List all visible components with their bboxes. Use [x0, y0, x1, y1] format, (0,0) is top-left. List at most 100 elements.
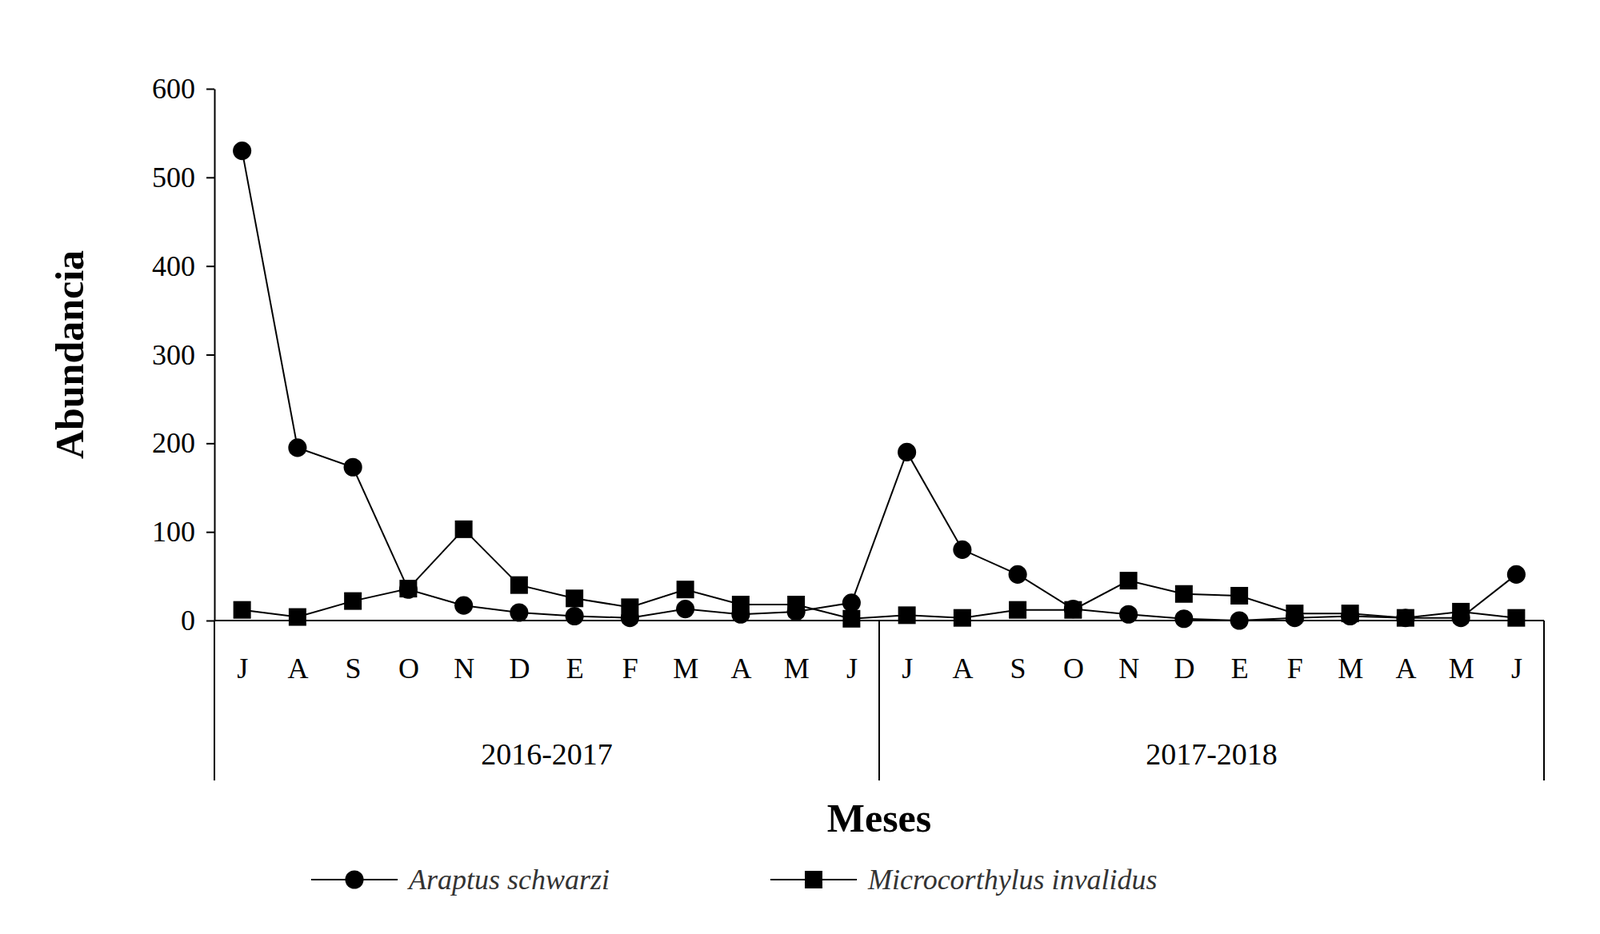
y-tick: 400 [152, 250, 215, 283]
data-point [344, 458, 363, 477]
series [233, 520, 1526, 628]
x-tick-label: D [1173, 652, 1195, 685]
y-axis: 0100200300400500600 [152, 72, 216, 637]
x-axis-title: Meses [827, 796, 932, 841]
x-tick-label: N [1118, 652, 1140, 685]
x-tick: A [287, 652, 308, 685]
group-separator [878, 620, 880, 781]
y-tick-label: 600 [152, 72, 196, 105]
data-point [1452, 603, 1470, 621]
data-point [898, 606, 916, 624]
x-tick: M [1448, 652, 1475, 685]
x-tick-label: A [1395, 652, 1416, 685]
plot-area [232, 141, 1526, 631]
x-tick-label: F [622, 652, 639, 685]
data-point [1285, 604, 1304, 623]
legend: Araptus schwarzi Microcorthylus invalidus [311, 864, 1158, 896]
y-axis-title: Abundancia [47, 250, 92, 460]
legend-label: Microcorthylus invalidus [867, 864, 1158, 896]
group-separator [213, 620, 216, 781]
group-label: 2017-2018 [1145, 737, 1278, 772]
data-point [842, 593, 861, 612]
data-point [1230, 611, 1249, 630]
x-tick-label: A [287, 652, 308, 685]
x-tick: O [1063, 652, 1084, 685]
data-point [1008, 601, 1027, 620]
data-point [565, 607, 584, 626]
x-tick: J [1511, 652, 1523, 685]
data-point [232, 141, 252, 160]
x-tick-label: J [901, 652, 913, 685]
data-point [565, 589, 584, 608]
x-tick: N [1118, 652, 1140, 685]
x-tick-label: J [1511, 652, 1523, 685]
data-point [732, 596, 750, 614]
data-point [344, 592, 362, 611]
data-point [1507, 609, 1525, 628]
data-point [1064, 600, 1083, 619]
x-tick: M [784, 652, 810, 685]
data-point [399, 580, 417, 598]
y-tick-mark [206, 265, 215, 268]
data-point [952, 540, 972, 560]
group-labels: 2016-2017 2017-2018 [480, 737, 1278, 772]
data-point [510, 576, 528, 595]
y-tick: 500 [152, 161, 215, 194]
x-tick: F [1287, 652, 1304, 685]
y-tick: 300 [152, 339, 215, 372]
x-tick-label: J [846, 652, 858, 685]
y-tick-label: 200 [152, 427, 196, 460]
data-point [1230, 587, 1248, 605]
data-point [620, 598, 639, 616]
data-point [288, 608, 307, 627]
y-tick: 0 [180, 604, 215, 637]
legend-label: Araptus schwarzi [407, 864, 610, 896]
y-tick-label: 500 [152, 161, 196, 194]
data-point [1396, 609, 1415, 628]
x-tick-label: E [1231, 652, 1249, 685]
group-label: 2016-2017 [480, 737, 613, 772]
x-tick: J [236, 652, 248, 685]
data-point [399, 580, 418, 600]
legend-marker [804, 871, 823, 889]
x-tick: F [622, 652, 639, 685]
x-tick-label: F [1287, 652, 1304, 685]
y-tick-label: 0 [180, 604, 196, 637]
y-tick-label: 300 [152, 339, 196, 372]
y-tick-mark [206, 532, 215, 534]
group-separator [1543, 620, 1545, 781]
x-tick: S [1010, 652, 1027, 685]
data-point [455, 520, 473, 539]
chart: 0100200300400500600JASONDEFMAMJJASONDEFM… [0, 0, 1600, 934]
x-tick-label: M [1337, 652, 1364, 685]
data-point [1064, 601, 1082, 620]
data-point [897, 443, 916, 462]
data-point [288, 438, 307, 457]
data-point [676, 580, 695, 599]
series-line [242, 151, 1517, 621]
x-tick: D [508, 652, 530, 685]
x-tick-label: E [566, 652, 584, 685]
x-tick-label: O [398, 652, 420, 685]
x-tick-label: S [1010, 652, 1027, 685]
data-point [1175, 585, 1193, 604]
data-point [233, 601, 252, 620]
x-tick: A [1395, 652, 1416, 685]
x-tick: S [345, 652, 362, 685]
x-tick-label: D [508, 652, 530, 685]
x-tick: J [901, 652, 913, 685]
data-point [1120, 572, 1138, 590]
data-point [1507, 565, 1526, 584]
data-point [1174, 609, 1193, 628]
data-point [842, 610, 860, 628]
y-tick: 600 [152, 72, 215, 105]
legend-item: Araptus schwarzi [311, 864, 610, 896]
y-tick-mark [206, 88, 215, 91]
x-tick-label: O [1063, 652, 1084, 685]
data-point [1008, 565, 1028, 584]
x-tick-label: S [345, 652, 362, 685]
y-tick-mark [206, 176, 215, 179]
x-tick: E [566, 652, 584, 685]
x-tick-label: A [730, 652, 752, 685]
x-tick: N [453, 652, 475, 685]
